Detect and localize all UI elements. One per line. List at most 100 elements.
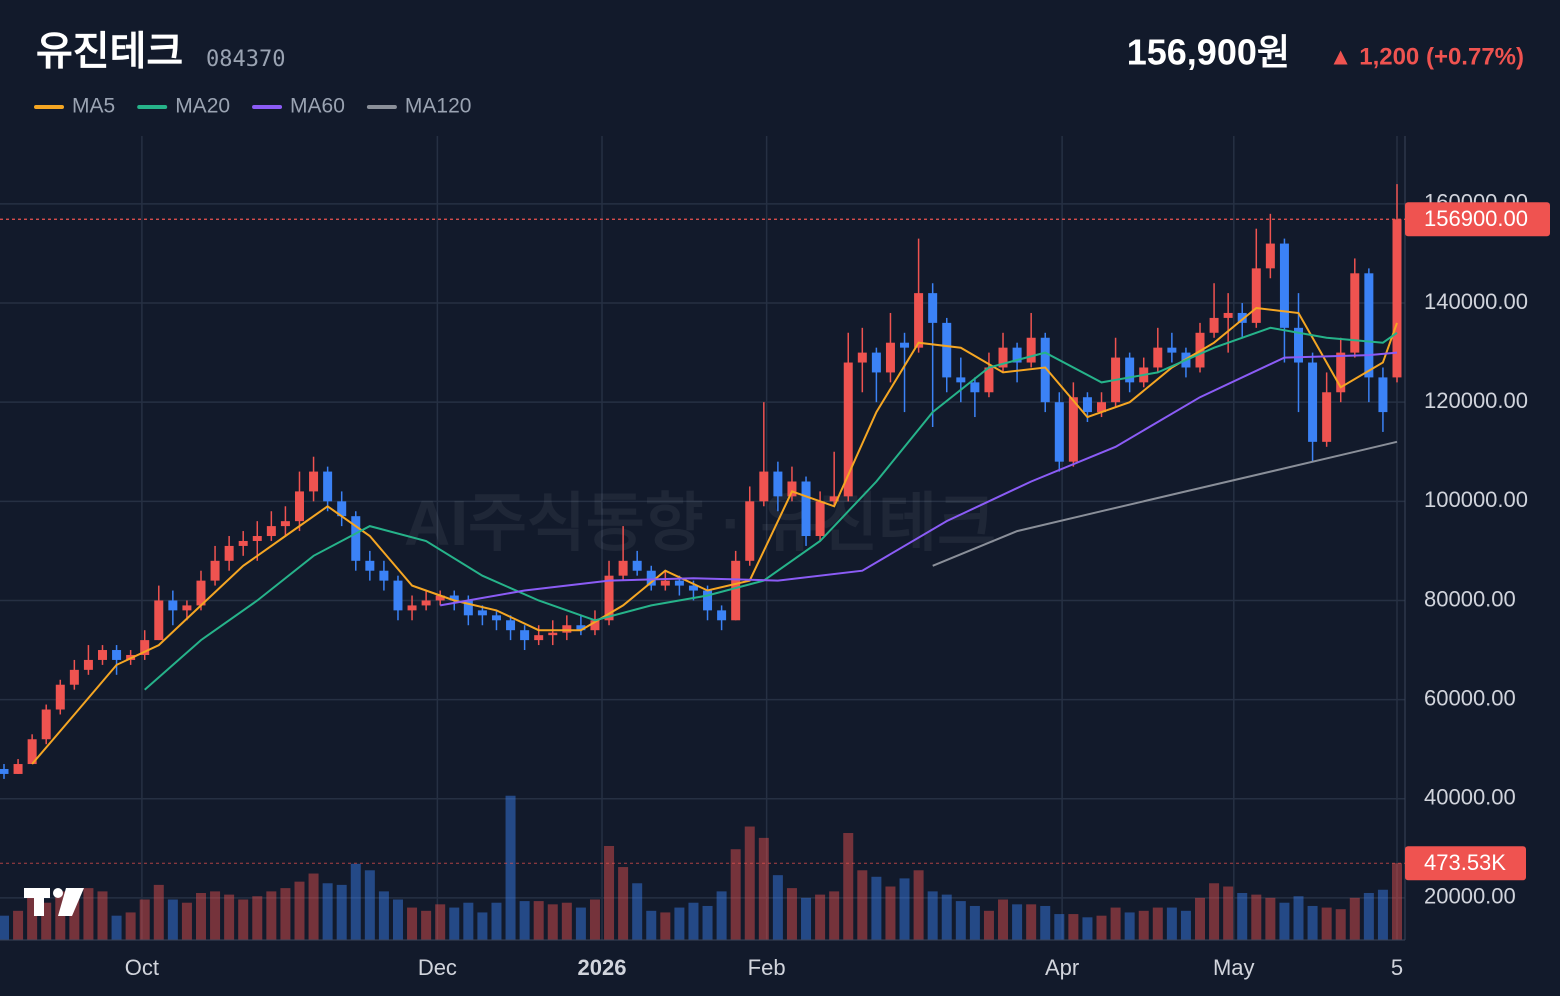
- volume-bar: [0, 915, 9, 940]
- candle-layer: [0, 184, 1402, 779]
- volume-bar: [716, 891, 727, 940]
- volume-bar: [1166, 907, 1177, 940]
- volume-bar: [1195, 897, 1206, 940]
- volume-bar: [252, 896, 263, 940]
- stock-name: 유진테크: [36, 30, 183, 74]
- candle-body: [731, 560, 741, 621]
- volume-bar: [998, 899, 1009, 940]
- candle-body: [309, 471, 319, 492]
- last-volume-badge: [1405, 846, 1526, 881]
- legend-label: MA60: [290, 95, 345, 118]
- volume-bar: [322, 883, 333, 940]
- ma-line: [932, 440, 1398, 567]
- volume-bar: [589, 899, 600, 940]
- legend-label: MA5: [72, 95, 115, 118]
- candle-body: [1223, 312, 1233, 318]
- axes: 20000.00 40000.00 60000.00 80000.00 100000.0…: [0, 190, 1550, 980]
- x-tick-label: 5: [1391, 955, 1403, 980]
- volume-bar: [899, 878, 910, 940]
- candle-body: [69, 669, 79, 685]
- candle-body: [407, 605, 417, 611]
- volume-bar: [139, 899, 150, 940]
- y-tick-label: 40000.00: [1424, 785, 1516, 810]
- candle-body: [618, 560, 628, 576]
- volume-bar: [378, 891, 389, 940]
- legend-label: MA20: [175, 95, 230, 118]
- candle-body: [365, 560, 375, 571]
- volume-bar: [1152, 907, 1163, 940]
- candle-body: [1392, 219, 1402, 378]
- candle-body: [55, 684, 65, 710]
- legend: MA5 MA20 MA60 MA120: [34, 95, 472, 118]
- volume-bar: [1209, 883, 1220, 940]
- candle-body: [13, 764, 23, 774]
- volume-bar: [392, 899, 403, 940]
- candle-body: [914, 293, 924, 348]
- candle-body: [590, 620, 600, 631]
- candle-body: [210, 560, 220, 581]
- volume-bar: [69, 889, 80, 940]
- candle-body: [942, 322, 952, 378]
- candle-body: [871, 352, 881, 373]
- volume-bar: [449, 907, 460, 940]
- candle-body: [27, 739, 37, 765]
- volume-bar: [1251, 894, 1262, 940]
- candle-body: [506, 620, 516, 631]
- candle-body: [1054, 402, 1064, 462]
- candle-body: [1350, 273, 1360, 353]
- x-tick-label: May: [1213, 955, 1255, 980]
- x-tick-label: Apr: [1045, 955, 1079, 980]
- volume-bar: [463, 902, 474, 940]
- volume-bar: [547, 904, 558, 940]
- volume-bar: [1265, 897, 1276, 940]
- volume-bar: [336, 884, 347, 940]
- candle-body: [1308, 362, 1318, 442]
- volume-bar: [210, 891, 221, 940]
- volume-bar: [1180, 910, 1191, 940]
- volume-bar: [1335, 909, 1346, 940]
- volume-bar: [801, 897, 812, 940]
- volume-bar: [1054, 914, 1065, 940]
- candle-body: [182, 605, 192, 611]
- candle-body: [759, 471, 769, 502]
- legend-label: MA120: [405, 95, 472, 118]
- volume-bar: [125, 912, 136, 940]
- candle-body: [1364, 273, 1374, 378]
- candle-body: [351, 516, 361, 561]
- volume-bar: [505, 795, 516, 940]
- logo-part: [53, 888, 63, 898]
- candle-body: [449, 595, 459, 601]
- candle-body: [1082, 397, 1092, 413]
- candle-body: [1167, 347, 1177, 353]
- candle-body: [168, 600, 178, 611]
- candle-body: [1068, 397, 1078, 462]
- candle-body: [1040, 337, 1050, 403]
- y-tick-label: 120000.00: [1424, 388, 1528, 413]
- volume-bar: [477, 912, 488, 940]
- y-tick-label: 100000.00: [1424, 487, 1528, 512]
- volume-bar: [1392, 863, 1402, 940]
- candle-body: [1026, 337, 1036, 363]
- logo-part: [34, 888, 44, 916]
- volume-layer: [0, 795, 1402, 940]
- candle-body: [984, 367, 994, 393]
- candle-body: [970, 382, 980, 393]
- candle-body: [688, 585, 698, 591]
- candle-body: [112, 650, 122, 660]
- candle-body: [238, 540, 248, 546]
- volume-bar: [266, 891, 277, 940]
- candle-body: [843, 362, 853, 497]
- candle-body: [1279, 243, 1289, 328]
- candle-body: [857, 352, 867, 363]
- current-price: 156,900원: [1127, 32, 1290, 73]
- volume-bar: [1321, 907, 1332, 940]
- volume-bar: [885, 886, 896, 940]
- candle-body: [224, 545, 234, 561]
- candle-body: [604, 575, 614, 621]
- volume-bar: [688, 902, 699, 940]
- volume-bar: [857, 870, 868, 940]
- candle-body: [745, 501, 755, 561]
- candle-body: [393, 580, 403, 611]
- candle-body: [1237, 312, 1247, 323]
- candle-body: [266, 526, 276, 537]
